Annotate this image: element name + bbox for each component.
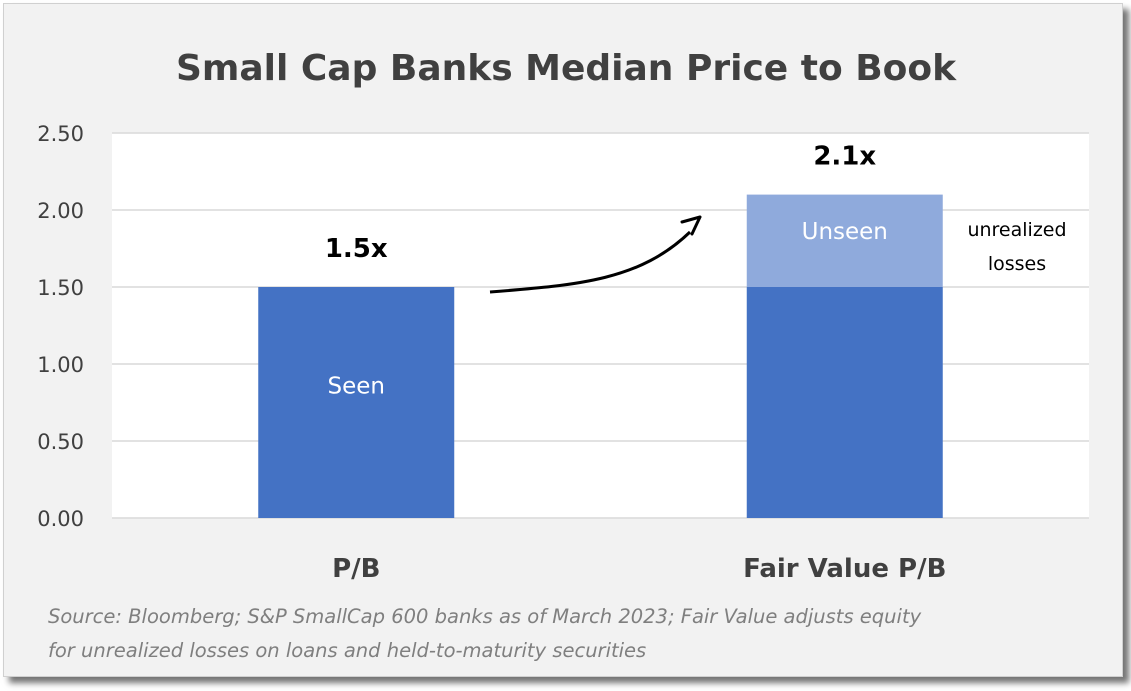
source-note-line-2: for unrealized losses on loans and held-… (48, 639, 646, 662)
y-axis-ticks: 0.00 0.50 1.00 1.50 2.00 2.50 (37, 122, 84, 531)
bars: 1.5x P/B 2.1x Fair Value P/B Seen Unseen (258, 142, 946, 584)
bar-value-label: 2.1x (813, 142, 876, 172)
annotation-line-2: losses (988, 253, 1046, 275)
source-note-line-1: Source: Bloomberg; S&P SmallCap 600 bank… (48, 605, 922, 628)
y-tick-label: 2.50 (37, 122, 84, 146)
bar-unseen-1 (746, 194, 943, 287)
annotation-line-1: unrealized (967, 219, 1066, 241)
y-tick-label: 2.00 (37, 199, 84, 223)
bar-value-label: 1.5x (325, 234, 388, 264)
bar-seen-1 (746, 287, 943, 518)
growth-arrow (489, 230, 692, 294)
segment-label-seen: Seen (328, 373, 385, 399)
growth-arrow-head (680, 215, 702, 236)
bar-seen-0 (258, 287, 455, 518)
x-category-label: P/B (332, 554, 380, 584)
y-tick-label: 0.50 (37, 430, 84, 454)
x-category-label: Fair Value P/B (743, 554, 946, 584)
segment-label-unseen: Unseen (802, 219, 888, 245)
y-tick-label: 0.00 (37, 507, 84, 531)
y-tick-label: 1.00 (37, 353, 84, 377)
y-tick-label: 1.50 (37, 276, 84, 300)
chart-title: Small Cap Banks Median Price to Book (176, 48, 957, 89)
